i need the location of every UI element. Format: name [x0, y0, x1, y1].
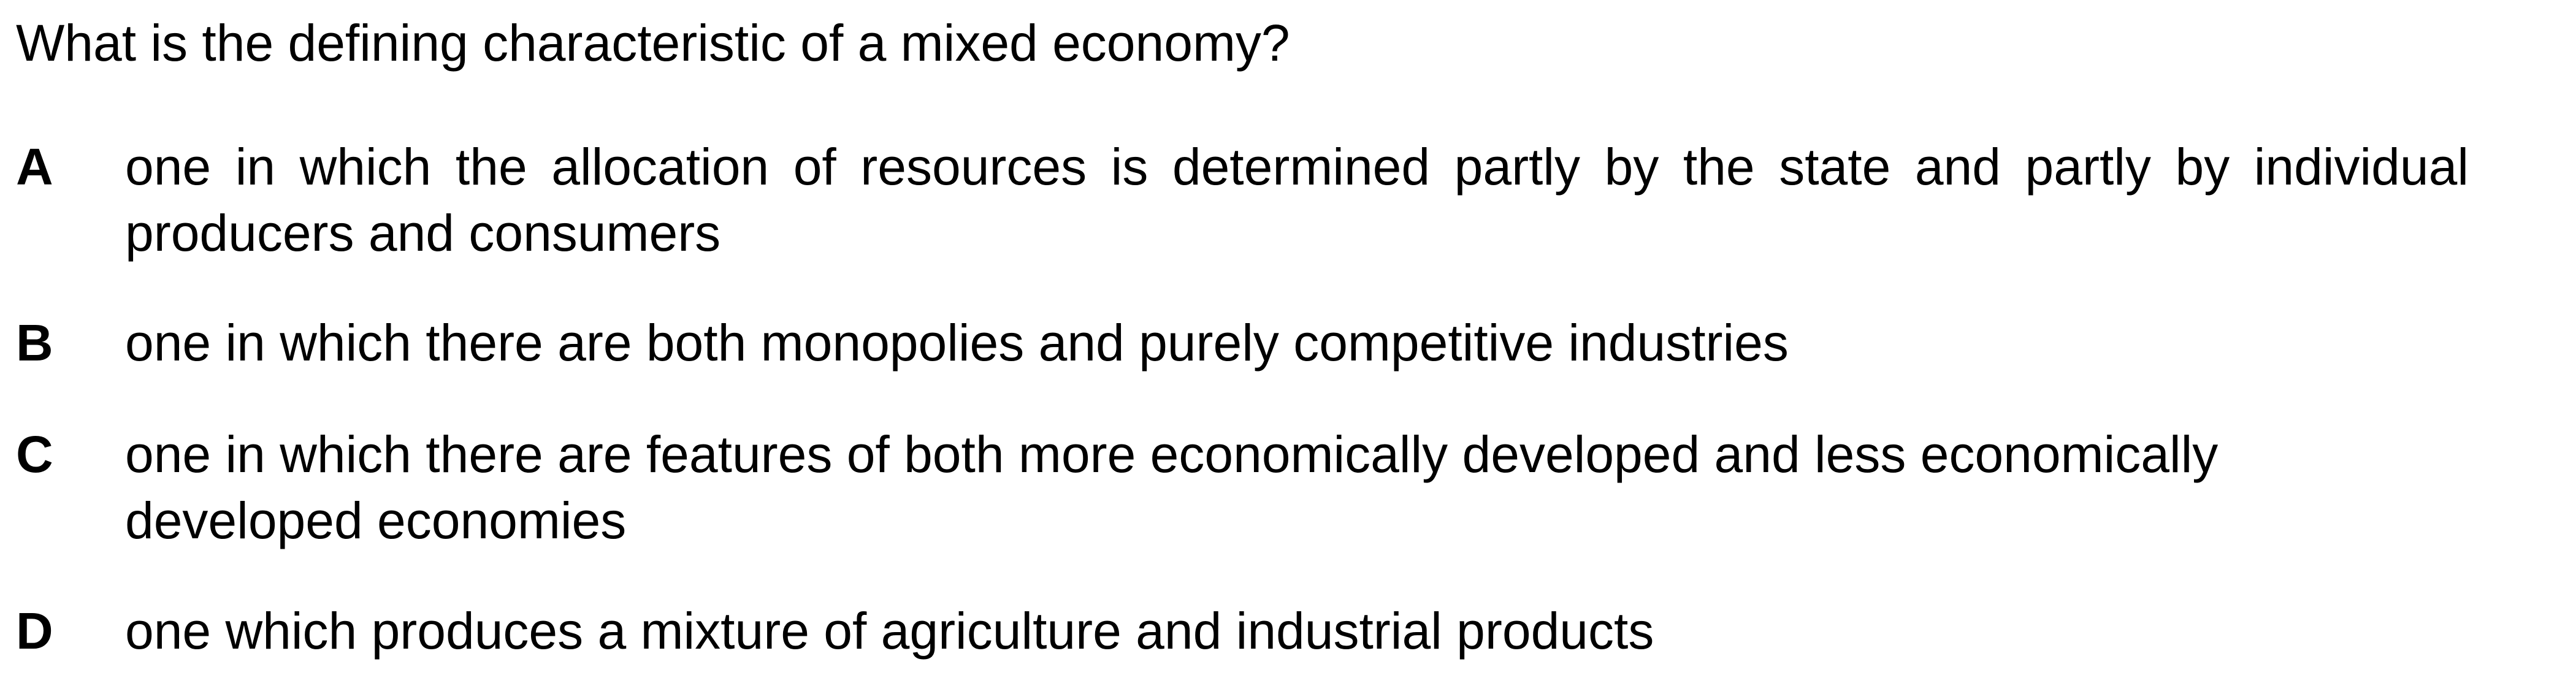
option-text-b: one in which there are both monopolies a… — [125, 314, 1789, 372]
answer-option-c: C one in which there are features of bot… — [16, 421, 2469, 554]
option-text-a: one in which the allocation of resources… — [125, 138, 2469, 262]
question-stem: What is the defining characteristic of a… — [16, 14, 1290, 72]
option-letter-b: B — [16, 314, 53, 372]
answer-option-b: B one in which there are both monopolies… — [16, 310, 2469, 376]
answer-option-a: A one in which the allocation of resourc… — [16, 134, 2469, 266]
option-letter-d: D — [16, 602, 53, 660]
option-text-c: one in which there are features of both … — [125, 425, 2219, 549]
option-letter-c: C — [16, 425, 53, 483]
answer-option-d: D one which produces a mixture of agricu… — [16, 598, 2469, 664]
option-text-d: one which produces a mixture of agricult… — [125, 602, 1654, 660]
option-letter-a: A — [16, 138, 53, 196]
